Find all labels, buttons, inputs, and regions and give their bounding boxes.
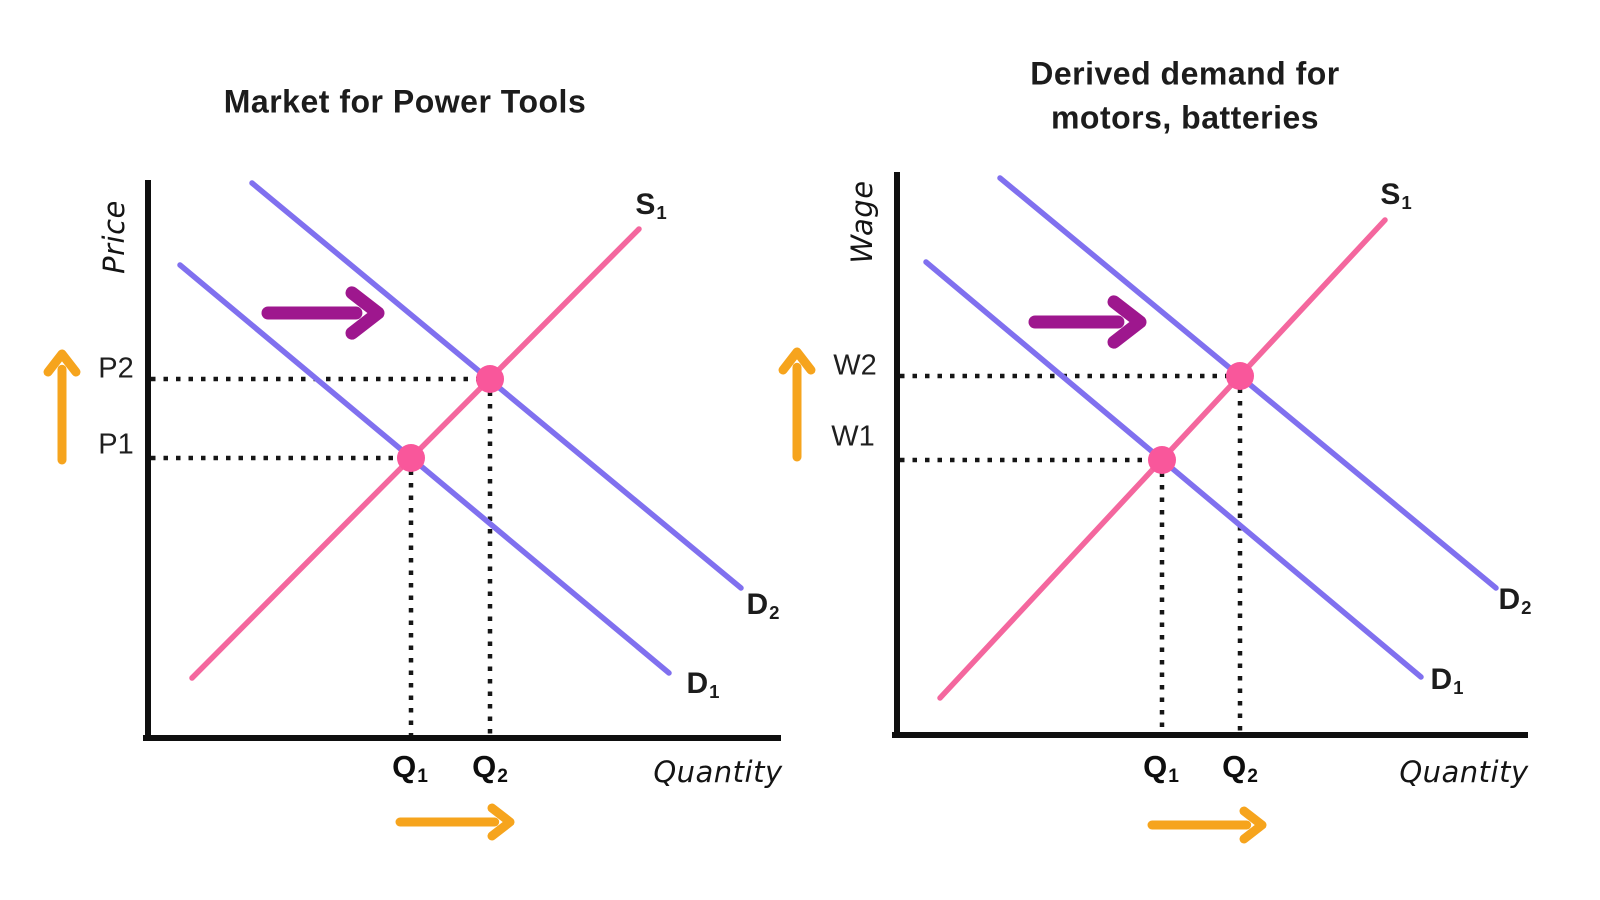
power-tools-market-group: Market for Power Tools Price Quantity P2 P1 Q…: [43, 83, 783, 841]
d2-curve-label: D2: [746, 588, 779, 623]
q1-tick-label-base: Q: [392, 749, 416, 784]
q1-tick-label: Q1: [392, 749, 428, 787]
q1-tick-label-subscript: 1: [1168, 766, 1179, 787]
d1-curve-label: D1: [1430, 663, 1463, 698]
q2-tick-label: Q2: [1222, 749, 1258, 787]
demand-curve-d1: [923, 259, 1424, 680]
equilibrium-point-2: [476, 365, 504, 393]
equilibrium-point-1: [397, 444, 425, 472]
w2-tick-label: W2: [833, 350, 877, 382]
q2-tick-label-subscript: 2: [1247, 766, 1258, 787]
d2-curve-label-base: D: [1498, 583, 1520, 616]
quantity-rise-arrow: [1147, 806, 1267, 844]
d1-curve-label-subscript: 1: [1453, 677, 1463, 698]
y-axis-label: Price: [97, 200, 131, 274]
d2-curve-label-subscript: 2: [769, 602, 779, 623]
s1-curve-label-base: S: [635, 188, 655, 221]
equilibrium-point-1: [1148, 446, 1176, 474]
wage-rise-arrow: [778, 347, 816, 462]
wage-rise-arrow-head: [778, 347, 816, 375]
p2-tick-label: P2: [98, 353, 133, 385]
price-rise-arrow: [43, 349, 81, 465]
demand-shift-arrow: [261, 286, 385, 340]
s1-curve-label: S1: [635, 188, 666, 223]
p1-tick-label: P1: [98, 429, 133, 461]
q2-tick-label-subscript: 2: [497, 766, 508, 787]
x-axis-label: Quantity: [1399, 755, 1529, 789]
demand-shift-arrow: [1028, 295, 1147, 349]
d2-curve-label-base: D: [746, 588, 768, 621]
s1-curve-label: S1: [1380, 178, 1411, 213]
quantity-rise-arrow-head: [1239, 806, 1267, 844]
d1-curve-label-subscript: 1: [709, 681, 719, 702]
derived-demand-market-group: Derived demand for motors, batteries Wage Q…: [778, 55, 1532, 844]
q2-tick-label-base: Q: [1222, 749, 1246, 784]
q1-tick-label-subscript: 1: [417, 766, 428, 787]
d2-curve-label-subscript: 2: [1521, 597, 1531, 618]
d1-curve-label-base: D: [1430, 663, 1452, 696]
chart-title-line-1: Derived demand for: [1030, 55, 1340, 91]
q1-tick-label-base: Q: [1143, 749, 1167, 784]
s1-curve-label-base: S: [1380, 178, 1400, 211]
q2-tick-label-base: Q: [472, 749, 496, 784]
demand-shift-arrow-head: [1107, 295, 1147, 349]
equilibrium-point-2: [1226, 362, 1254, 390]
s1-curve-label-subscript: 1: [656, 202, 666, 223]
q1-tick-label: Q1: [1143, 749, 1179, 787]
demand-curve-d1: [177, 262, 672, 676]
d1-curve-label-base: D: [686, 667, 708, 700]
price-rise-arrow-head: [43, 349, 81, 377]
s1-curve-label-subscript: 1: [1401, 192, 1411, 213]
demand-shift-arrow-head: [345, 286, 385, 340]
y-axis-label: Wage: [845, 180, 879, 263]
chart-title: Market for Power Tools: [224, 83, 586, 119]
d2-curve-label: D2: [1498, 583, 1531, 618]
q2-tick-label: Q2: [472, 749, 508, 787]
quantity-rise-arrow: [395, 803, 515, 841]
d1-curve-label: D1: [686, 667, 719, 702]
w1-tick-label: W1: [831, 421, 875, 453]
x-axis-label: Quantity: [653, 755, 783, 789]
chart-title-line-2: motors, batteries: [1051, 99, 1319, 135]
quantity-rise-arrow-head: [487, 803, 515, 841]
